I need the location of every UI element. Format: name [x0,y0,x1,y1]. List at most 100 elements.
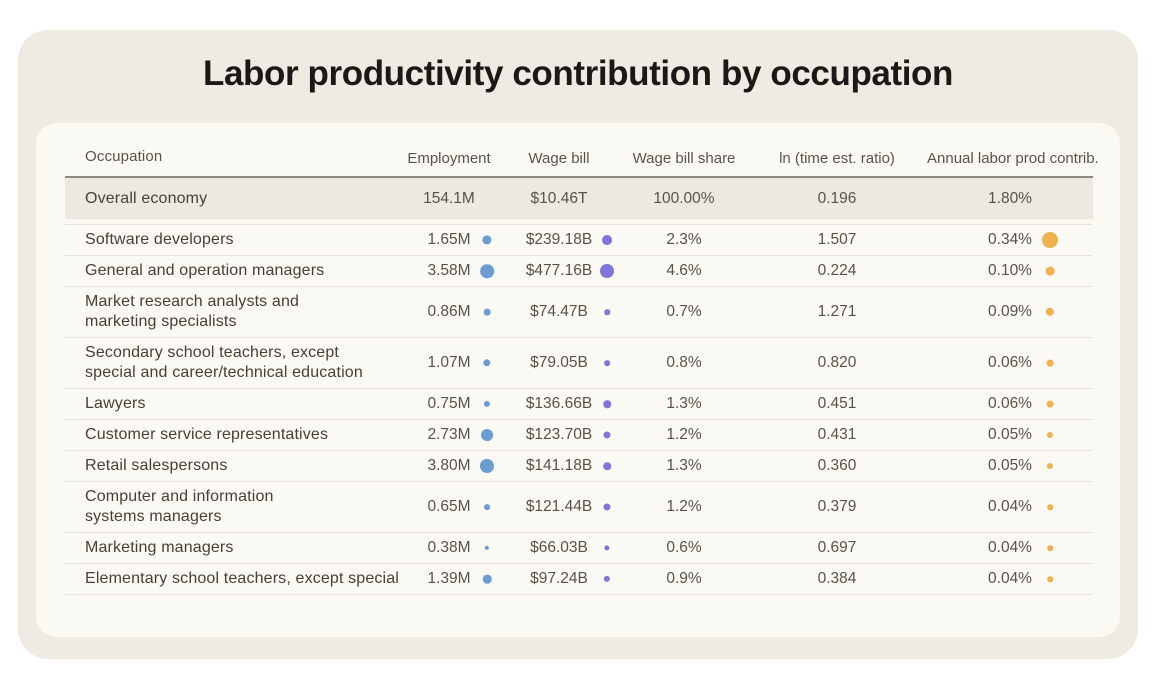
occupation-cell: Computer and information systems manager… [65,487,401,527]
employment-dot [482,574,492,584]
employment-dot [483,359,491,367]
annual-contrib-cell: 0.10% [927,262,1093,280]
annual-contrib-dot [1045,266,1055,276]
annual-contrib-cell: 0.04% [927,539,1093,557]
employment-dot [481,429,493,441]
ln-time-est-ratio-value: 0.451 [817,395,857,412]
wage-bill-share-value: 0.8% [666,354,702,371]
ln-time-est-ratio-value: 0.360 [817,457,857,474]
employment-value: 1.65M [427,231,471,248]
employment-dot [480,264,494,278]
annual-contrib-cell: 0.04% [927,570,1093,588]
wage-bill-share-cell: 4.6% [621,262,747,280]
wage-bill-cell: $66.03B [497,539,621,557]
wage-bill-share-cell: 0.9% [621,570,747,588]
employment-dot [482,235,492,245]
table-row: Software developers 1.65M $239.18B 2.3% 1.50… [65,224,1093,255]
occupation-cell: Software developers [65,230,401,250]
productivity-table: Occupation Employment Wage bill Wage bil… [65,147,1099,595]
wage-bill-share-value: 2.3% [666,231,702,248]
employment-dot [483,400,491,408]
wage-bill-share-cell: 100.00% [653,189,715,207]
employment-dot [484,545,490,551]
ln-time-est-ratio-value: 0.379 [817,498,857,515]
wage-bill-dot [603,400,611,408]
ln-time-est-ratio-cell: 0.697 [747,539,927,557]
wage-bill-value: $123.70B [525,426,593,443]
occupation-value: Marketing managers [85,539,234,556]
annual-contrib-dot [1047,545,1053,551]
table-row: Lawyers 0.75M $136.66B 1.3% 0.451 0.06% [65,388,1093,419]
annual-contrib-value: 0.06% [988,395,1032,412]
wage-bill-cell: $123.70B [497,426,621,444]
ln-time-est-ratio-value: 0.697 [817,539,857,556]
ln-time-est-ratio-value: 0.431 [817,426,857,443]
annual-contrib-value: 0.10% [988,262,1032,279]
table-row: Customer service representatives 2.73M $12… [65,419,1093,450]
page-title: Labor productivity contribution by occup… [202,54,954,93]
employment-dot [484,504,490,510]
occupation-value: Computer and information systems manager… [85,488,274,525]
annual-contrib-value: 0.04% [988,498,1032,515]
wage-bill-share-value: 0.9% [666,570,702,587]
annual-contrib-dot [1046,431,1054,439]
column-header-occupation: Occupation [85,148,163,165]
wage-bill-dot [604,309,610,315]
wage-bill-dot [603,462,611,470]
employment-value: 0.38M [427,539,471,556]
table-panel: Occupation Employment Wage bill Wage bil… [36,123,1120,637]
annual-contrib-value: 0.34% [988,231,1032,248]
ln-time-est-ratio-cell: 0.384 [747,570,927,588]
column-header-employment: Employment [407,150,491,167]
wage-bill-cell: $10.46T [530,189,588,207]
employment-cell: 154.1M [423,189,475,207]
employment-cell: 1.65M [401,231,497,249]
table-body: Software developers 1.65M $239.18B 2.3% 1.50… [65,224,1093,595]
occupation-value: Lawyers [85,395,146,412]
wage-bill-value: $79.05B [530,354,588,371]
table-row: General and operation managers 3.58M $477.… [65,255,1093,286]
employment-cell: 3.58M [401,262,497,280]
ln-time-est-ratio-cell: 0.360 [747,457,927,475]
occupation-cell: Overall economy [85,189,208,207]
wage-bill-share-cell: 1.3% [621,395,747,413]
employment-cell: 0.86M [401,303,497,321]
employment-value: 3.58M [427,262,471,279]
wage-bill-dot [603,503,611,511]
employment-cell: 0.65M [401,498,497,516]
wage-bill-value: $74.47B [530,303,588,320]
occupation-cell: Marketing managers [65,538,401,558]
column-header-wage-bill: Wage bill [528,150,590,167]
ln-time-est-ratio-cell: 1.507 [747,231,927,249]
occupation-value: Elementary school teachers, except speci… [85,570,400,587]
wage-bill-value: $121.44B [525,498,593,515]
wage-bill-cell: $477.16B [497,262,621,280]
ln-time-est-ratio-cell: 0.379 [747,498,927,516]
employment-value: 1.39M [427,570,471,587]
wage-bill-share-cell: 0.6% [621,539,747,557]
employment-value: 0.86M [427,303,471,320]
ln-time-est-ratio-cell: 0.820 [747,354,927,372]
wage-bill-share-value: 1.3% [666,457,702,474]
annual-contrib-value: 0.09% [988,303,1032,320]
ln-time-est-ratio-value: 1.271 [817,303,857,320]
employment-cell: 0.75M [401,395,497,413]
wage-bill-dot [600,264,614,278]
occupation-value: Market research analysts and marketing s… [85,293,300,330]
occupation-cell: Market research analysts and marketing s… [65,292,401,332]
employment-value: 1.07M [427,354,471,371]
employment-value: 0.75M [427,395,471,412]
table-row: Secondary school teachers, except specia… [65,337,1093,388]
annual-contrib-dot [1046,462,1054,470]
wage-bill-dot [604,545,610,551]
annual-contrib-cell: 0.05% [927,426,1093,444]
column-header-wage-bill-share: Wage bill share [632,150,736,167]
wage-bill-share-value: 0.7% [666,303,702,320]
occupation-cell: Secondary school teachers, except specia… [65,343,401,383]
wage-bill-share-cell: 1.3% [621,457,747,475]
wage-bill-value: $136.66B [525,395,593,412]
wage-bill-dot [603,431,611,439]
table-row: Market research analysts and marketing s… [65,286,1093,337]
ln-time-est-ratio-value: 1.507 [817,231,857,248]
wage-bill-value: $97.24B [530,570,588,587]
